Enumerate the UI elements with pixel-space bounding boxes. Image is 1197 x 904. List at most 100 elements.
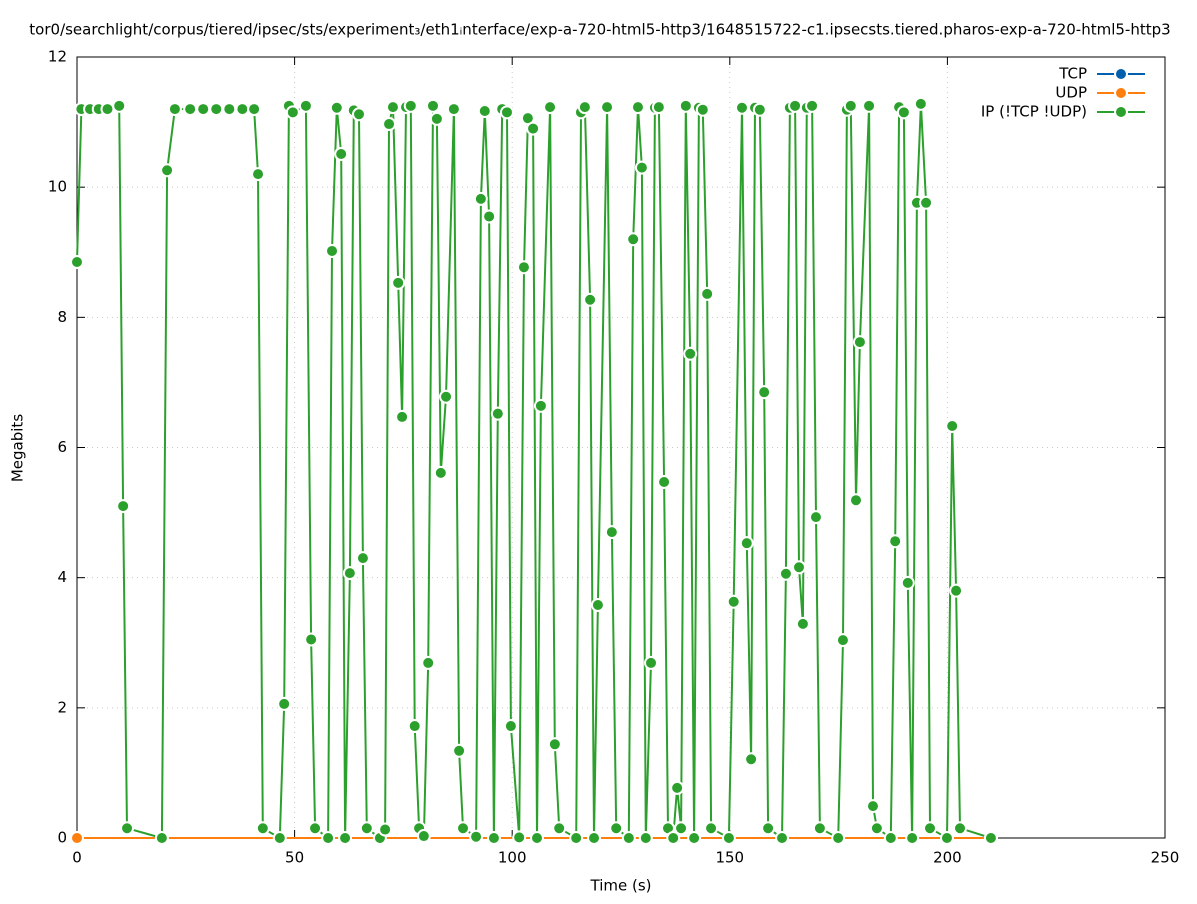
data-point <box>477 104 492 119</box>
data-point <box>338 831 353 845</box>
data-point <box>590 598 605 613</box>
data-point <box>704 821 719 836</box>
data-point <box>761 821 776 836</box>
data-point <box>775 831 790 845</box>
data-point <box>945 419 960 434</box>
data-point <box>922 821 937 836</box>
data-point <box>425 98 440 113</box>
data-point <box>334 146 349 161</box>
data-point <box>298 98 313 113</box>
data-point <box>439 389 454 404</box>
y-tick-label: 12 <box>48 48 67 66</box>
data-point <box>805 98 820 113</box>
plot-border <box>76 56 1166 839</box>
data-point <box>687 831 702 845</box>
data-point <box>835 633 850 648</box>
data-point <box>843 98 858 113</box>
data-point <box>382 117 397 132</box>
data-point <box>251 167 266 182</box>
data-point <box>116 499 131 514</box>
data-point <box>416 829 431 844</box>
data-point <box>304 632 319 647</box>
data-point <box>900 575 915 590</box>
data-point <box>183 102 198 117</box>
data-point <box>739 536 754 551</box>
data-point <box>795 616 810 631</box>
data-point <box>255 821 270 836</box>
legend-marker <box>1114 105 1128 119</box>
data-point <box>604 525 619 540</box>
data-point <box>469 829 484 844</box>
data-point <box>852 335 867 350</box>
x-tick-label: 0 <box>72 849 82 867</box>
data-point <box>674 821 689 836</box>
data-point <box>657 474 672 489</box>
data-point <box>530 831 545 845</box>
data-point <box>421 655 436 670</box>
data-point <box>626 232 641 247</box>
data-point <box>499 105 514 120</box>
series-line <box>76 102 992 842</box>
data-point <box>869 821 884 836</box>
data-point <box>583 292 598 307</box>
data-point <box>516 260 531 275</box>
data-point <box>100 102 115 117</box>
x-axis-label: Time (s) <box>590 877 652 895</box>
data-point <box>154 831 169 845</box>
legend-label: IP (!TCP !UDP) <box>981 103 1087 121</box>
data-point <box>831 831 846 845</box>
legend-label: TCP <box>1058 65 1087 83</box>
data-point <box>791 560 806 575</box>
data-point <box>329 100 344 115</box>
data-point <box>913 96 928 111</box>
data-point <box>939 831 954 845</box>
data-point <box>196 102 211 117</box>
data-point <box>621 831 636 845</box>
data-point <box>308 821 323 836</box>
data-point <box>533 398 548 413</box>
data-point <box>160 163 175 178</box>
data-point <box>721 831 736 845</box>
data-point <box>896 105 911 120</box>
data-point <box>456 821 471 836</box>
chart-title: tor0/searchlight/corpus/tiered/ipsec/sts… <box>29 21 1170 39</box>
legend-marker <box>1114 86 1128 100</box>
x-tick-label: 50 <box>285 849 304 867</box>
data-point <box>446 102 461 117</box>
y-tick-label: 4 <box>57 568 67 586</box>
data-point <box>277 696 292 711</box>
x-tick-label: 250 <box>1151 849 1180 867</box>
data-point <box>167 102 182 117</box>
data-point <box>700 286 715 301</box>
data-point <box>543 100 558 115</box>
data-point <box>600 100 615 115</box>
data-point <box>486 831 501 845</box>
data-point <box>407 719 422 734</box>
data-point <box>209 102 224 117</box>
data-point <box>512 830 527 845</box>
data-point <box>378 822 393 837</box>
data-point <box>429 111 444 126</box>
data-point <box>452 743 467 758</box>
data-point <box>644 655 659 670</box>
y-tick-label: 8 <box>57 308 67 326</box>
data-point <box>888 534 903 549</box>
legend-label: UDP <box>1055 84 1087 102</box>
x-tick-label: 100 <box>498 849 527 867</box>
data-point <box>778 566 793 581</box>
data-point <box>670 780 685 795</box>
data-point <box>734 100 749 115</box>
data-point <box>482 209 497 224</box>
data-point <box>678 98 693 113</box>
data-point <box>577 100 592 115</box>
x-tick-label: 200 <box>933 849 962 867</box>
legend-marker <box>1114 67 1128 81</box>
data-point <box>651 100 666 115</box>
data-point <box>321 831 336 845</box>
data-point <box>919 195 934 210</box>
y-tick-label: 6 <box>57 438 67 456</box>
data-point <box>70 831 84 845</box>
data-point <box>862 98 877 113</box>
